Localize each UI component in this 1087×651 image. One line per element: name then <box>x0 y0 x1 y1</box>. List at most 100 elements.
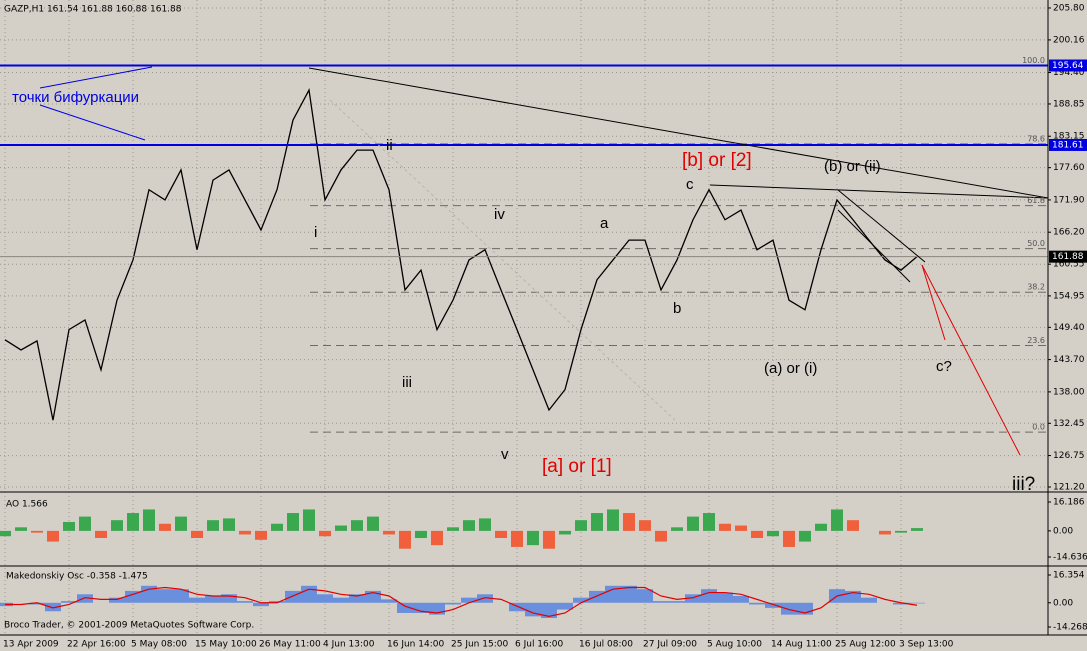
histogram-bar <box>479 518 491 531</box>
annotation: i <box>314 224 317 241</box>
x-tick-label: 27 Jul 09:00 <box>643 640 697 650</box>
y-tick-label: 154.95 <box>1053 291 1085 301</box>
histogram-bar <box>639 520 651 531</box>
y-tick-label: 177.60 <box>1053 163 1085 173</box>
x-tick-label: 16 Jul 08:00 <box>579 640 633 650</box>
histogram-bar <box>895 530 907 533</box>
fib-label: 50.0 <box>1027 239 1045 248</box>
histogram-bar <box>847 520 859 531</box>
annotation: c <box>686 176 694 193</box>
annotation: (b) or (ii) <box>824 158 881 175</box>
forecast-line <box>921 264 946 341</box>
histogram-bar <box>541 602 557 619</box>
arrow-line <box>39 66 153 89</box>
histogram-bar <box>429 602 445 615</box>
channel-line <box>837 189 926 263</box>
fib-base-line <box>329 99 676 421</box>
histogram-bar <box>383 530 395 535</box>
histogram-bar <box>893 602 909 605</box>
chart-title: GAZP,H1 161.54 161.88 160.88 161.88 <box>4 5 182 15</box>
histogram-bar <box>205 595 221 603</box>
channel-line <box>837 209 911 283</box>
histogram-bar <box>351 520 363 531</box>
x-tick-label: 5 May 08:00 <box>131 640 187 650</box>
histogram-bar <box>111 520 123 531</box>
annotation: b <box>673 300 681 317</box>
x-tick-label: 4 Jun 13:00 <box>323 640 375 650</box>
annotation: iii <box>402 374 412 391</box>
histogram-bar <box>63 521 75 531</box>
histogram-bar <box>621 585 637 603</box>
histogram-bar <box>239 530 251 535</box>
annotation: a <box>600 215 609 232</box>
annotation: iv <box>494 206 505 223</box>
histogram-bar <box>77 594 93 603</box>
price-marker-label: 161.88 <box>1052 252 1084 262</box>
histogram-bar <box>319 530 331 537</box>
price-line <box>4 88 918 421</box>
histogram-bar <box>623 513 635 531</box>
histogram-bar <box>207 520 219 531</box>
annotation: iii? <box>1012 474 1035 495</box>
histogram-bar <box>815 523 827 531</box>
histogram-bar <box>271 523 283 531</box>
histogram-bar <box>223 518 235 531</box>
histogram-bar <box>717 592 733 603</box>
histogram-bar <box>221 594 237 603</box>
histogram-bar <box>605 585 621 603</box>
histogram-bar <box>287 513 299 531</box>
x-tick-label: 26 May 11:00 <box>259 640 321 650</box>
histogram-bar <box>415 530 427 539</box>
price-marker-label: 195.64 <box>1052 61 1084 71</box>
y-tick-label: 205.80 <box>1053 3 1085 13</box>
copyright: Broco Trader, © 2001-2009 MetaQuotes Sof… <box>4 621 254 631</box>
histogram-bar <box>255 530 267 540</box>
histogram-bar <box>831 509 843 531</box>
histogram-bar <box>509 602 525 612</box>
histogram-bar <box>317 594 333 603</box>
histogram-bar <box>445 602 461 605</box>
y-tick-label: 149.40 <box>1053 323 1085 333</box>
panel-title: Makedonskiy Osc -0.358 -1.475 <box>6 572 148 582</box>
frame <box>0 0 1087 636</box>
histogram-bar <box>477 594 493 603</box>
arrow-line <box>39 104 146 141</box>
y-tick-label: 160.55 <box>1053 260 1085 270</box>
histogram-bar <box>495 530 507 539</box>
histogram-bar <box>79 516 91 531</box>
y-tick-label: 138.00 <box>1053 387 1085 397</box>
marks-layer <box>0 64 1048 619</box>
annotation: c? <box>936 358 952 375</box>
histogram-bar <box>143 509 155 531</box>
histogram-bar <box>333 597 349 603</box>
forecast-line <box>921 264 1021 456</box>
x-tick-label: 6 Jul 16:00 <box>515 640 564 650</box>
y-tick-label: 16.354 <box>1053 571 1085 581</box>
fib-label: 38.2 <box>1027 283 1045 292</box>
histogram-bar <box>879 530 891 535</box>
histogram-bar <box>447 527 459 531</box>
trend-line <box>308 67 1049 199</box>
x-tick-label: 15 May 10:00 <box>195 640 257 650</box>
histogram-bar <box>751 530 763 539</box>
histogram-bar <box>413 602 429 613</box>
histogram-bar <box>237 601 253 603</box>
histogram-bar <box>173 589 189 603</box>
histogram-bar <box>365 590 381 603</box>
y-tick-label: -14.268 <box>1053 623 1087 633</box>
y-tick-label: 0.00 <box>1053 598 1073 608</box>
histogram-bar <box>845 590 861 603</box>
x-tick-label: 25 Aug 12:00 <box>835 640 896 650</box>
annotation: (a) or (i) <box>764 360 817 377</box>
fib-label: 23.6 <box>1027 336 1045 345</box>
x-tick-label: 22 Apr 16:00 <box>67 640 126 650</box>
histogram-bar <box>783 530 795 547</box>
histogram-bar <box>655 530 667 542</box>
histogram-bar <box>685 594 701 603</box>
histogram-bar <box>461 597 477 603</box>
x-tick-label: 3 Sep 13:00 <box>899 640 954 650</box>
y-tick-label: 16.186 <box>1053 498 1085 508</box>
fib-label: 0.0 <box>1032 423 1045 432</box>
histogram-bar <box>127 513 139 531</box>
